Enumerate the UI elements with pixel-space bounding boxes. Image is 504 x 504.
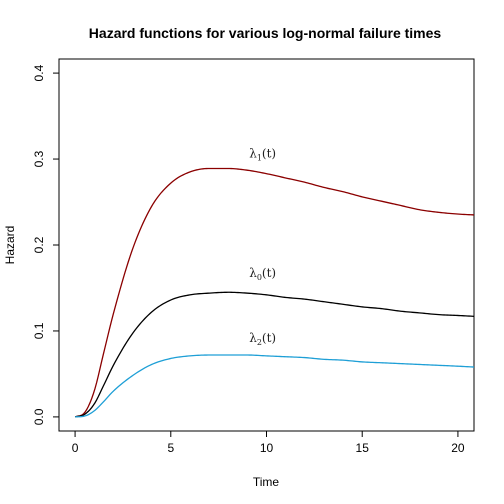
x-tick-label: 20 (451, 441, 465, 455)
series-label-0: λ1(t) (249, 146, 276, 162)
y-tick-label: 0.1 (32, 322, 46, 339)
series-label-2: λ2(t) (249, 331, 276, 347)
x-axis: 0 5 10 15 20 (72, 431, 465, 455)
x-tick-label: 15 (356, 441, 370, 455)
series-labels: λ1(t) λ0(t) λ2(t) (249, 146, 276, 347)
y-axis: 0.0 0.1 0.2 0.3 0.4 (32, 64, 59, 425)
series-line-1 (75, 292, 474, 417)
y-tick-label: 0.2 (32, 236, 46, 253)
x-tick-label: 0 (72, 441, 79, 455)
series-label-1: λ0(t) (249, 266, 276, 282)
series-line-2 (75, 355, 474, 417)
plot-frame (59, 59, 474, 431)
x-tick-label: 5 (167, 441, 174, 455)
series-curves (75, 169, 474, 417)
x-axis-label: Time (253, 475, 280, 489)
y-tick-label: 0.3 (32, 150, 46, 167)
x-tick-label: 10 (260, 441, 274, 455)
y-axis-label: Hazard (3, 226, 17, 265)
y-tick-label: 0.4 (32, 64, 46, 81)
chart-title: Hazard functions for various log-normal … (89, 25, 442, 41)
series-line-0 (75, 169, 474, 417)
y-tick-label: 0.0 (32, 408, 46, 425)
